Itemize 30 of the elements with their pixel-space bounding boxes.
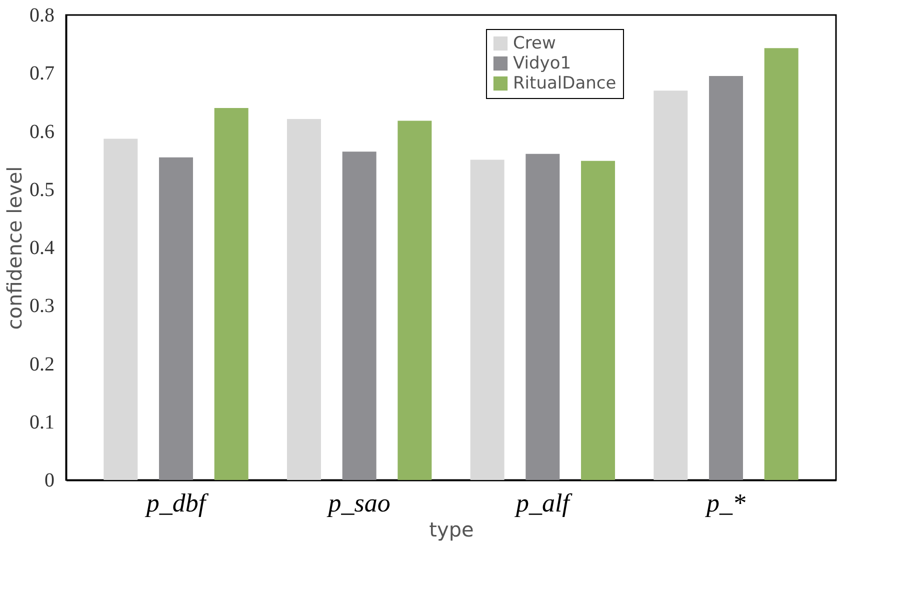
x-tick-label: p_alf xyxy=(514,488,574,518)
x-axis-title: type xyxy=(429,518,474,542)
bar xyxy=(764,48,798,480)
y-tick-label: 0.7 xyxy=(30,62,54,85)
y-axis-title: confidence level xyxy=(2,166,26,330)
bar xyxy=(526,154,560,480)
x-tick-label: p_dbf xyxy=(144,488,210,518)
y-tick-label: 0 xyxy=(44,470,54,492)
legend-label: Crew xyxy=(513,34,556,54)
bar xyxy=(470,160,504,480)
bar xyxy=(159,157,193,480)
bar xyxy=(398,120,432,480)
bar xyxy=(286,119,321,480)
bar xyxy=(654,90,688,480)
bar xyxy=(581,160,616,480)
legend-label: Vidyo1 xyxy=(513,54,572,74)
y-tick-label: 0.4 xyxy=(30,237,54,259)
y-tick-label: 0.5 xyxy=(30,178,54,201)
y-tick-label: 0.1 xyxy=(30,411,54,434)
y-tick-label: 0.8 xyxy=(30,4,54,26)
y-tick-label: 0.2 xyxy=(30,353,54,376)
bar xyxy=(342,152,376,480)
bar xyxy=(709,76,743,480)
x-tick-label: p_sao xyxy=(326,488,390,518)
x-tick-label: p_* xyxy=(704,488,746,518)
bar xyxy=(104,138,138,480)
bar xyxy=(214,108,248,480)
y-tick-label: 0.6 xyxy=(30,120,54,143)
y-tick-label: 0.3 xyxy=(30,295,54,318)
legend-label: RitualDance xyxy=(513,74,616,94)
